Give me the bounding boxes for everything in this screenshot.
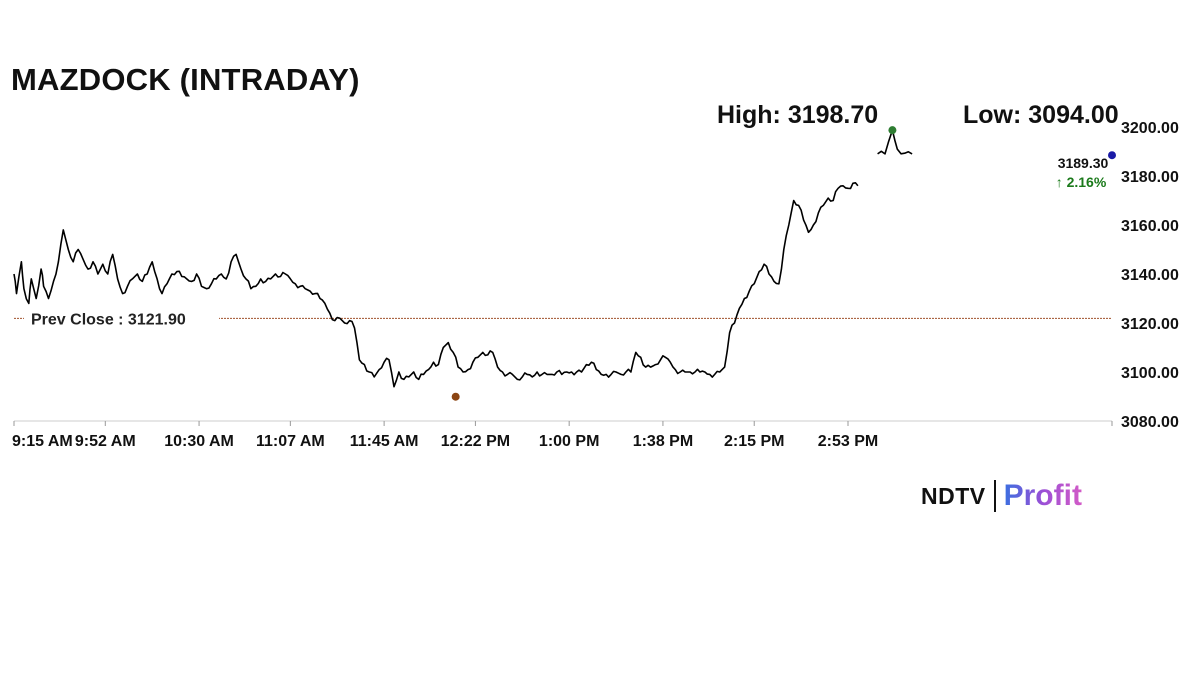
y-tick-label: 3140.00 bbox=[1121, 267, 1179, 284]
price-series bbox=[13, 129, 913, 388]
x-tick-label: 2:53 PM bbox=[818, 433, 878, 450]
brand-profit: Profit bbox=[1003, 479, 1082, 512]
x-tick-label: 10:30 AM bbox=[164, 433, 234, 450]
x-tick-label: 2:15 PM bbox=[724, 433, 784, 450]
prev-close-label: Prev Close : 3121.90 bbox=[31, 311, 186, 328]
last-price-label: 3189.30 bbox=[1058, 155, 1109, 171]
y-tick-label: 3160.00 bbox=[1121, 218, 1179, 235]
high-label: High: 3198.70 bbox=[717, 101, 879, 129]
x-tick-label: 1:00 PM bbox=[539, 433, 599, 450]
brand-divider bbox=[993, 480, 996, 512]
x-tick-label: 11:07 AM bbox=[256, 433, 325, 450]
x-tick-label: 9:15 AM bbox=[12, 433, 73, 450]
price-line bbox=[877, 129, 913, 155]
low-marker bbox=[451, 392, 460, 401]
last-marker bbox=[1108, 151, 1116, 160]
x-tick-label: 11:45 AM bbox=[350, 433, 419, 450]
y-tick-label: 3120.00 bbox=[1121, 316, 1179, 333]
low-label: Low: 3094.00 bbox=[963, 101, 1119, 129]
x-tick-label: 12:22 PM bbox=[441, 433, 510, 450]
chart-title: MAZDOCK (INTRADAY) bbox=[11, 62, 360, 97]
prev-close-label-bg bbox=[24, 308, 219, 329]
x-tick-label: 1:38 PM bbox=[633, 433, 693, 450]
y-tick-label: 3100.00 bbox=[1121, 365, 1179, 382]
y-tick-label: 3180.00 bbox=[1121, 169, 1179, 186]
y-tick-label: 3080.00 bbox=[1121, 414, 1179, 431]
x-tick-label: 9:52 AM bbox=[75, 433, 136, 450]
ndtv-profit-logo: NDTV Profit bbox=[921, 478, 1082, 514]
price-line bbox=[13, 182, 859, 388]
y-tick-label: 3200.00 bbox=[1121, 120, 1179, 137]
x-ticks: 9:15 AM 9:52 AM 10:30 AM 11:07 AM 11:45 AM 12… bbox=[12, 421, 1113, 450]
y-ticks: 3080.00 3100.00 3120.00 3140.00 3160.00 3180.… bbox=[1121, 120, 1179, 431]
high-marker bbox=[888, 126, 897, 135]
change-label: ↑ 2.16% bbox=[1056, 174, 1107, 190]
brand-ndtv: NDTV bbox=[921, 482, 986, 509]
